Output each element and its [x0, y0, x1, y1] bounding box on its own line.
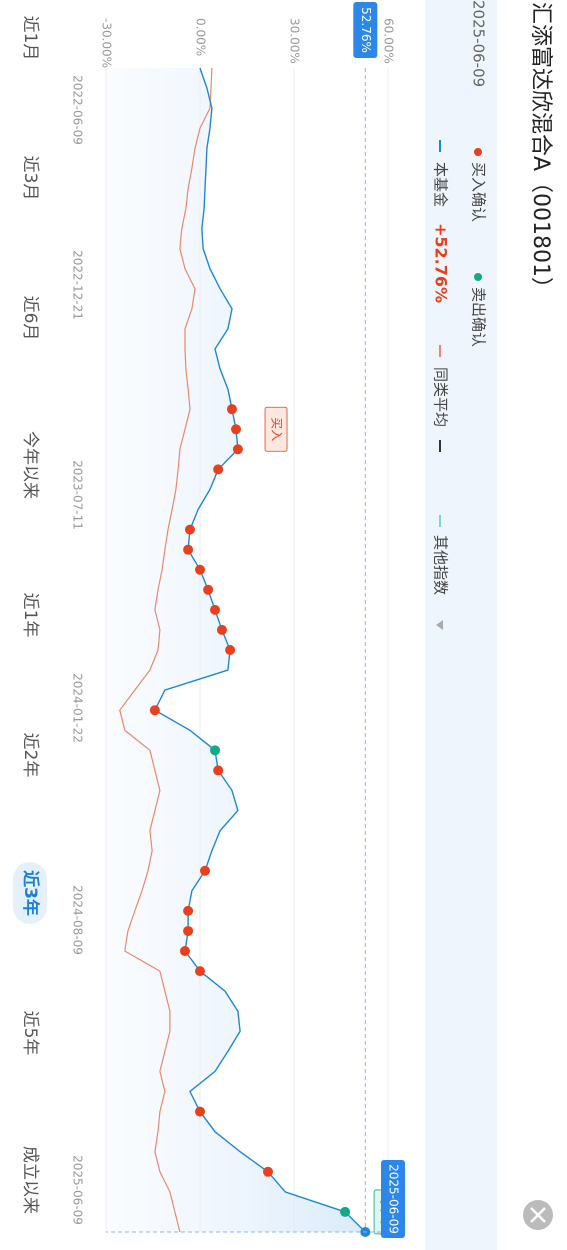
- buy-marker: [149, 705, 160, 716]
- tab[interactable]: 近3月: [20, 156, 40, 201]
- buy-marker: [213, 765, 224, 776]
- sell-marker: [210, 745, 221, 756]
- x-tick-label: 2025-06-09: [71, 1155, 85, 1225]
- y-tick-label: 30.00%: [288, 18, 302, 64]
- buy-marker: [200, 865, 211, 876]
- tab[interactable]: 成立以来: [20, 1146, 40, 1214]
- close-icon: [530, 1207, 546, 1223]
- tab[interactable]: 近1年: [20, 593, 40, 638]
- fund-title: 汇添富达欣混合A（001801）: [528, 2, 553, 299]
- buy-marker: [179, 946, 190, 957]
- legend-label: 卖出确认: [470, 287, 488, 347]
- legend-dot: [474, 273, 482, 281]
- buy-marker: [183, 925, 194, 936]
- peer-line: [119, 67, 213, 1233]
- sell-marker: [340, 1206, 351, 1217]
- x-tick-label: 2022-12-21: [71, 250, 85, 320]
- tab-active-bg: [13, 862, 47, 924]
- tab[interactable]: 近5年: [20, 1011, 40, 1056]
- x-tick-label: 2024-08-09: [71, 885, 85, 955]
- annotation-box: [264, 406, 288, 452]
- buy-marker: [195, 966, 205, 977]
- legend-label: 同类平均: [432, 367, 450, 427]
- legend-change: +52.76%: [432, 223, 451, 303]
- y-tick-label: 0.00%: [194, 18, 208, 56]
- tab[interactable]: 近3年: [20, 870, 41, 916]
- end-date-badge: [381, 1160, 405, 1238]
- last-value-badge: [353, 2, 378, 58]
- buy-marker: [262, 1166, 273, 1177]
- buy-marker: [184, 524, 195, 535]
- buy-marker: [195, 564, 205, 575]
- buy-marker: [183, 544, 194, 555]
- buy-marker: [232, 444, 243, 455]
- tab[interactable]: 今年以来: [20, 431, 40, 499]
- tab[interactable]: 近6月: [20, 296, 40, 341]
- info-panel: [425, 0, 497, 1250]
- x-tick-label: 2022-06-09: [71, 75, 85, 145]
- last-value-label: 52.76%: [359, 7, 373, 53]
- x-tick-label: 2023-07-11: [71, 460, 85, 530]
- dropdown-icon: [436, 620, 443, 630]
- fund-area: [106, 68, 366, 1232]
- buy-marker: [203, 584, 214, 595]
- y-tick-label: 60.00%: [382, 18, 396, 64]
- buy-marker: [225, 645, 236, 655]
- tab[interactable]: 近1月: [20, 16, 40, 61]
- buy-marker: [210, 604, 221, 615]
- header-date: 2025-06-09: [470, 0, 488, 87]
- buy-marker: [226, 404, 237, 415]
- x-tick-label: 2024-01-22: [71, 673, 85, 743]
- buy-marker: [231, 424, 242, 435]
- legend-label[interactable]: 其他指数: [432, 535, 450, 595]
- buy-marker: [216, 624, 227, 635]
- legend-dot: [474, 148, 482, 156]
- annotation-label: 买入: [270, 417, 284, 441]
- end-date-label: 2025-06-09: [387, 1164, 401, 1234]
- legend-label: 本基金: [432, 162, 450, 207]
- tab[interactable]: 近2年: [20, 733, 40, 778]
- buy-marker: [195, 1106, 205, 1117]
- buy-marker: [183, 905, 194, 916]
- buy-marker: [213, 464, 224, 475]
- y-tick-label: -30.00%: [100, 18, 114, 68]
- legend-label: 买入确认: [470, 162, 488, 222]
